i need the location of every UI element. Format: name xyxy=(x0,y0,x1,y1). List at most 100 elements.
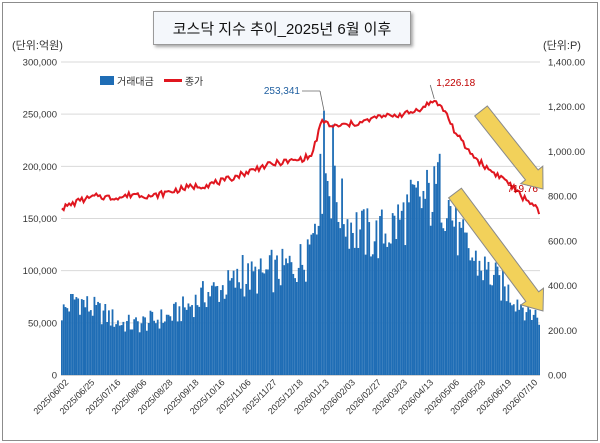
volume-bar xyxy=(230,278,233,375)
volume-bar xyxy=(447,200,450,375)
volume-bar xyxy=(409,179,412,375)
volume-bar xyxy=(220,290,222,375)
volume-bar xyxy=(507,284,510,375)
volume-bar xyxy=(283,265,286,375)
volume-bar xyxy=(418,196,421,375)
volume-bar xyxy=(205,307,208,375)
volume-bar xyxy=(118,325,121,375)
volume-bar xyxy=(225,294,228,375)
volume-bar xyxy=(326,180,329,375)
volume-bar xyxy=(109,325,112,375)
volume-bar xyxy=(520,304,522,375)
volume-bar xyxy=(111,309,114,375)
volume-bar xyxy=(380,209,383,375)
volume-bar xyxy=(353,247,356,375)
legend: 거래대금 종가 xyxy=(100,73,203,88)
left-tick-label: 200,000 xyxy=(23,162,57,173)
chart-plot: 0 50,000 100,000 150,000 200,000 250,000 300,0… xyxy=(23,58,585,417)
volume-bar xyxy=(424,198,427,375)
volume-bar xyxy=(438,153,441,375)
volume-bar xyxy=(362,209,365,375)
volume-bar xyxy=(382,243,385,375)
legend-item-close: 종가 xyxy=(163,73,203,88)
volume-bar xyxy=(154,323,157,375)
volume-bar xyxy=(178,306,181,375)
volume-bar xyxy=(399,219,401,375)
volume-bar xyxy=(97,301,99,375)
volume-bar xyxy=(117,320,119,375)
volume-bar xyxy=(476,275,479,375)
volume-bar xyxy=(276,255,278,375)
volume-bar xyxy=(303,269,306,375)
volume-bar xyxy=(474,250,477,375)
volume-bar xyxy=(127,314,130,375)
right-tick-label: 1,400.00 xyxy=(548,58,585,69)
volume-bar xyxy=(71,294,74,375)
volume-bar xyxy=(337,221,340,375)
volume-bar xyxy=(341,178,343,375)
volume-bar xyxy=(469,260,472,375)
left-tick-label: 300,000 xyxy=(23,58,57,69)
volume-bar xyxy=(427,182,430,375)
volume-bar xyxy=(133,319,136,375)
volume-bar xyxy=(462,219,465,375)
volume-bar xyxy=(88,311,90,375)
volume-bar xyxy=(247,263,249,375)
volume-bar xyxy=(498,275,501,375)
volume-bar xyxy=(281,248,284,375)
volume-bar xyxy=(512,304,515,375)
left-tick-label: 0 xyxy=(52,371,57,382)
volume-bar xyxy=(203,302,206,375)
volume-bar xyxy=(314,223,316,375)
volume-bar xyxy=(323,110,325,375)
volume-bar xyxy=(131,329,134,375)
volume-bar xyxy=(333,165,336,375)
volume-bar xyxy=(449,206,452,375)
volume-bar xyxy=(384,233,387,375)
volume-bar xyxy=(104,303,107,375)
volume-bar xyxy=(169,316,172,375)
volume-bar xyxy=(201,281,204,375)
legend-label-trading-value: 거래대금 xyxy=(117,77,154,88)
volume-bar xyxy=(151,311,154,375)
volume-bar xyxy=(187,303,190,375)
volume-bar xyxy=(482,280,484,375)
volume-bar xyxy=(406,194,409,375)
volume-bar xyxy=(164,321,166,375)
volume-bar xyxy=(393,215,396,375)
volume-bar xyxy=(420,208,423,375)
volume-bar xyxy=(375,220,378,375)
volume-bar xyxy=(64,307,67,375)
volume-bar xyxy=(465,232,468,375)
volume-bar xyxy=(306,239,309,375)
volume-bar xyxy=(422,190,425,375)
volume-bar xyxy=(370,256,372,375)
volume-bar xyxy=(395,239,398,375)
volume-bar xyxy=(285,258,287,375)
volume-bar xyxy=(339,228,342,375)
annotation-last-close: 719.76 xyxy=(507,184,538,195)
volume-bar xyxy=(61,320,63,375)
volume-bar xyxy=(286,263,289,375)
right-tick-label: 1,000.00 xyxy=(548,147,585,158)
volume-bar xyxy=(252,271,255,375)
volume-bar xyxy=(115,324,118,375)
volume-bar xyxy=(404,245,407,375)
volume-bar xyxy=(236,268,239,375)
volume-bar xyxy=(335,202,338,375)
volume-bar xyxy=(120,325,123,375)
volume-bar xyxy=(288,255,291,375)
volume-bar xyxy=(156,319,159,375)
legend-swatch-line xyxy=(163,79,182,82)
volume-bar xyxy=(440,222,443,375)
volume-bar xyxy=(100,324,103,375)
volume-bar xyxy=(89,310,92,375)
close-line xyxy=(61,99,541,215)
volume-bar xyxy=(355,212,358,375)
volume-bar xyxy=(377,258,380,375)
volume-bar xyxy=(503,286,506,375)
volume-bar xyxy=(496,266,499,375)
volume-bar xyxy=(321,213,324,375)
volume-bar xyxy=(332,124,334,375)
volume-bar xyxy=(209,296,212,375)
